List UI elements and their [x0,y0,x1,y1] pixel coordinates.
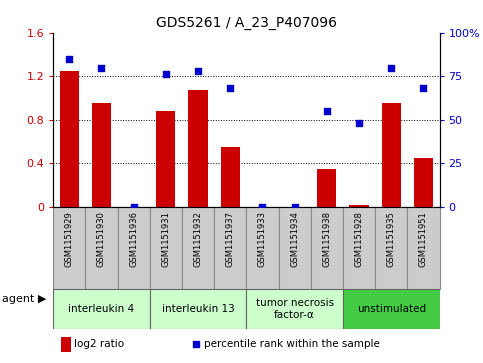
Text: interleukin 4: interleukin 4 [69,304,134,314]
Bar [279,207,311,289]
Bar [182,207,214,289]
Bar [61,337,71,352]
Text: interleukin 13: interleukin 13 [162,304,234,314]
Text: GSM1151936: GSM1151936 [129,211,138,267]
Point [420,86,427,91]
Bar [188,90,208,207]
Point [227,86,234,91]
Point [387,65,395,70]
Bar [246,289,343,329]
Bar [117,207,150,289]
Bar [156,111,175,207]
Bar [375,207,407,289]
Text: tumor necrosis
factor-α: tumor necrosis factor-α [256,298,334,320]
Text: GSM1151934: GSM1151934 [290,211,299,267]
Text: GSM1151928: GSM1151928 [355,211,364,267]
Text: log2 ratio: log2 ratio [74,339,125,350]
Bar [349,205,369,207]
Bar [92,103,111,207]
Point [355,121,363,126]
Bar [317,169,337,207]
Bar [150,207,182,289]
Point [291,204,298,210]
Point [98,65,105,70]
Text: percentile rank within the sample: percentile rank within the sample [204,339,380,350]
Text: GSM1151937: GSM1151937 [226,211,235,267]
Text: agent ▶: agent ▶ [2,294,47,305]
Text: unstimulated: unstimulated [356,304,426,314]
Bar [59,71,79,207]
Bar [53,207,85,289]
Point [194,68,202,74]
Bar [150,289,246,329]
Title: GDS5261 / A_23_P407096: GDS5261 / A_23_P407096 [156,16,337,30]
Text: GSM1151951: GSM1151951 [419,211,428,267]
Bar [343,207,375,289]
Bar [382,103,401,207]
Text: GSM1151938: GSM1151938 [322,211,331,267]
Bar [85,207,117,289]
Point [130,204,138,210]
Bar [53,289,150,329]
Bar [414,158,433,207]
Text: GSM1151931: GSM1151931 [161,211,170,267]
Bar [343,289,440,329]
Text: GSM1151929: GSM1151929 [65,211,74,267]
Bar [214,207,246,289]
Point [162,72,170,77]
Bar [311,207,343,289]
Bar [246,207,279,289]
Point [258,204,266,210]
Point [323,108,331,114]
Bar [407,207,440,289]
Text: GSM1151935: GSM1151935 [387,211,396,267]
Text: GSM1151930: GSM1151930 [97,211,106,267]
Text: GSM1151933: GSM1151933 [258,211,267,267]
Point [65,56,73,62]
Text: GSM1151932: GSM1151932 [194,211,202,267]
Bar [221,147,240,207]
